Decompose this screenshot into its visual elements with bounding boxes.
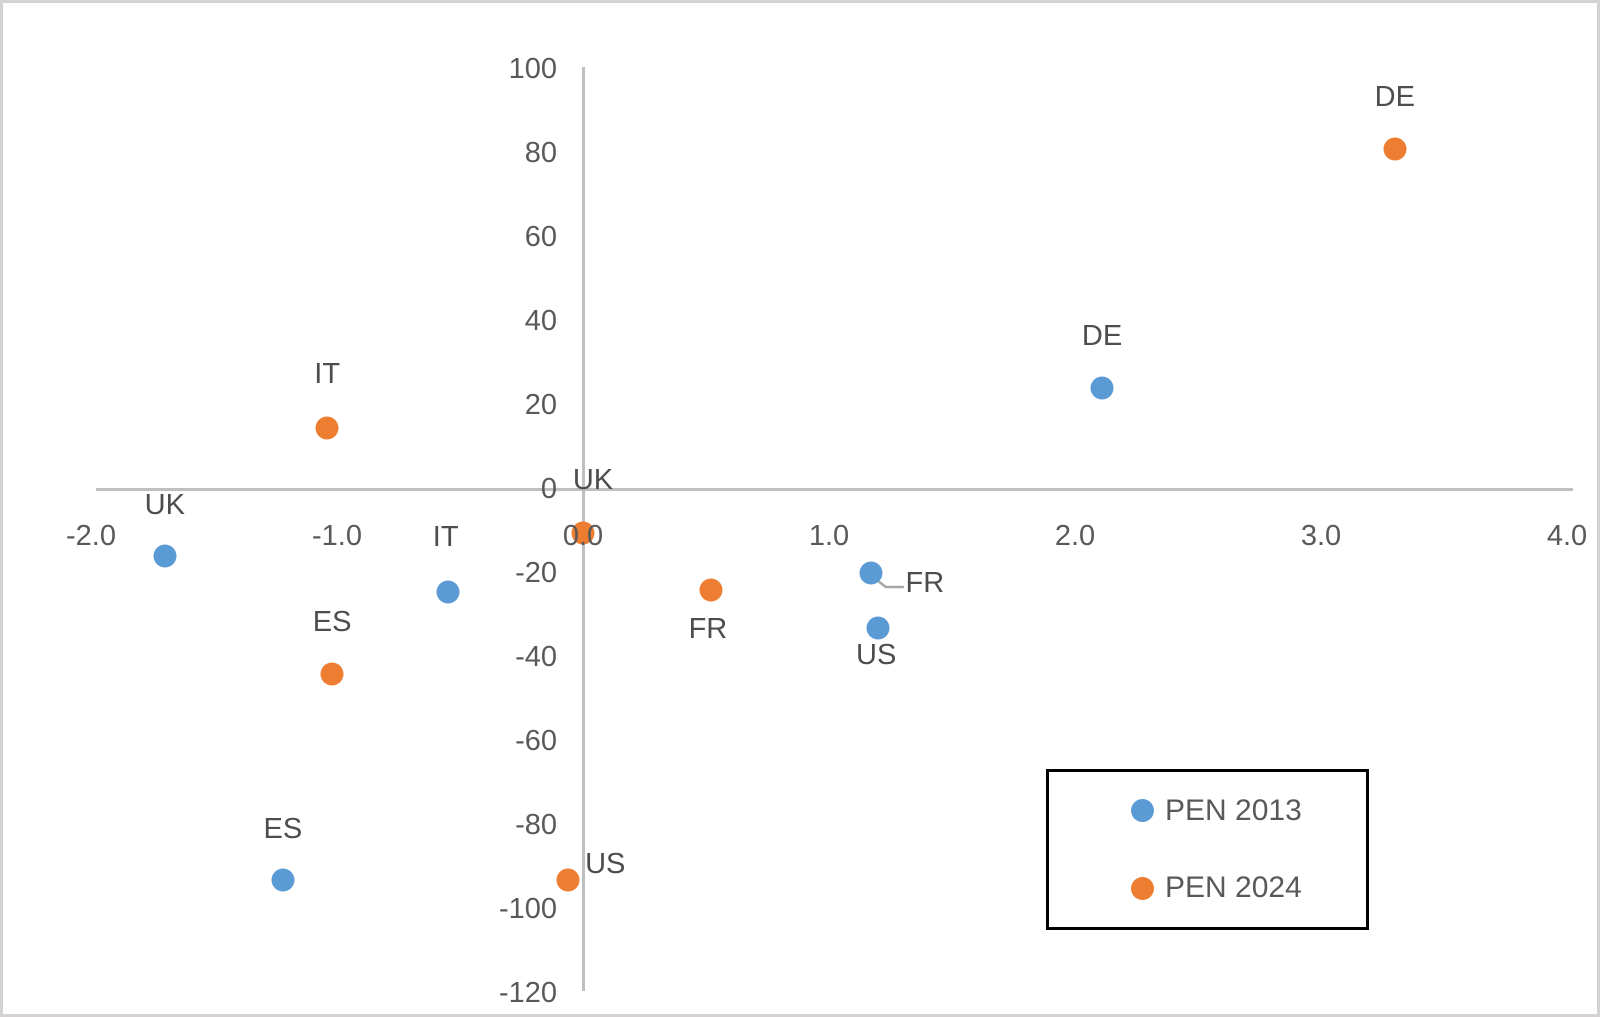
legend-marker-icon [1131,876,1154,900]
data-point-pen-2024-de [1383,137,1407,161]
leader-line-layer [876,579,904,589]
x-tick-label-0.0: 0.0 [562,520,604,552]
y-tick-label--100: -100 [498,893,557,925]
data-point-pen-2013-es [271,868,295,892]
legend-entry-pen-2024: PEN 2024 [1131,871,1366,905]
point-label-pen-2024-us: US [585,847,626,880]
x-axis-line [96,488,1573,491]
y-tick-label--20: -20 [515,557,557,589]
x-tick-label-1.0: 1.0 [808,520,850,552]
x-tick-label--2.0: -2.0 [66,520,116,552]
y-tick-label-80: 80 [524,137,557,169]
point-label-pen-2013-de: DE [1081,320,1123,353]
y-tick-label--40: -40 [515,641,557,673]
point-label-pen-2024-es: ES [312,605,352,638]
y-tick-label-100: 100 [508,53,557,85]
y-tick-label--120: -120 [498,977,557,1009]
data-point-pen-2024-es [320,662,344,686]
data-point-pen-2024-us [556,868,580,892]
legend-box: PEN 2013 PEN 2024 [1046,769,1369,930]
x-tick-label--1.0: -1.0 [312,520,362,552]
point-label-pen-2013-uk: UK [144,489,185,522]
point-label-pen-2024-uk: UK [572,464,614,497]
data-point-pen-2024-fr [699,578,723,602]
y-tick-label-60: 60 [524,221,557,253]
x-tick-label-3.0: 3.0 [1300,520,1342,552]
data-point-pen-2013-fr [859,561,883,585]
y-tick-label-0: 0 [540,473,557,505]
point-label-pen-2013-fr: FR [905,567,945,599]
point-label-pen-2013-us: US [856,638,897,671]
y-tick-label-40: 40 [524,305,557,337]
point-label-pen-2013-it: IT [432,520,459,553]
data-point-pen-2013-it [436,580,460,604]
point-label-pen-2024-de: DE [1374,80,1415,113]
leader-line-pen-2013-fr [876,579,904,589]
data-point-pen-2013-de [1090,376,1114,400]
x-tick-label-4.0: 4.0 [1546,520,1588,552]
point-label-pen-2013-es: ES [263,812,303,845]
data-point-pen-2013-us [866,616,890,640]
legend-entry-pen-2013: PEN 2013 [1131,794,1366,828]
x-tick-label-2.0: 2.0 [1054,520,1096,552]
point-label-pen-2024-fr: FR [688,612,728,645]
point-label-pen-2024-it: IT [314,358,341,391]
legend-marker-icon [1131,799,1154,823]
y-tick-label--80: -80 [515,809,557,841]
data-point-pen-2024-it [315,416,339,440]
y-tick-label--60: -60 [515,725,557,757]
data-point-pen-2024-uk [571,521,595,545]
y-tick-label-20: 20 [524,389,557,421]
legend-entry-label: PEN 2024 [1165,871,1302,905]
data-point-pen-2013-uk [153,544,177,568]
legend-entry-label: PEN 2013 [1165,793,1302,827]
